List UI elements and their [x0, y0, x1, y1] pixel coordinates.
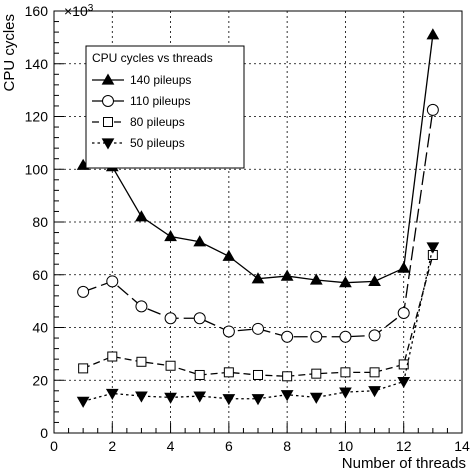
- data-point: [78, 363, 89, 374]
- legend: CPU cycles vs threads 140 pileups 110 pil…: [85, 45, 245, 169]
- x-tick-label: 6: [225, 438, 233, 454]
- data-point: [193, 391, 207, 403]
- legend-label: 140 pileups: [130, 73, 191, 87]
- y-multiplier-label: ×103: [64, 3, 94, 19]
- data-point: [193, 235, 207, 247]
- data-point: [252, 322, 264, 335]
- data-point: [426, 28, 440, 40]
- data-point: [340, 367, 351, 378]
- data-point: [397, 261, 411, 273]
- data-point: [194, 369, 205, 380]
- data-point: [368, 329, 381, 342]
- y-tick-label: 40: [32, 320, 48, 336]
- y-tick-label: 20: [32, 372, 48, 388]
- data-point: [398, 359, 409, 370]
- legend-label: 50 pileups: [130, 136, 185, 150]
- legend-marker: [103, 117, 113, 127]
- y-tick-label: 0: [40, 425, 48, 441]
- data-point: [193, 312, 206, 325]
- y-multiplier-exponent: 3: [88, 3, 94, 14]
- legend-label: 80 pileups: [130, 115, 185, 129]
- x-tick-label: 12: [396, 438, 412, 454]
- data-point: [105, 388, 119, 400]
- data-point: [368, 386, 381, 398]
- data-point: [368, 274, 381, 286]
- data-point: [426, 242, 440, 254]
- data-point: [251, 394, 265, 406]
- data-point: [135, 300, 148, 313]
- data-point: [106, 275, 119, 288]
- data-point: [280, 390, 294, 402]
- x-tick-label: 2: [108, 438, 116, 454]
- data-point: [282, 371, 293, 382]
- legend-title: CPU cycles vs threads: [92, 51, 213, 65]
- data-point: [135, 210, 148, 222]
- data-point: [339, 276, 352, 288]
- data-point: [136, 356, 147, 367]
- data-point: [281, 330, 294, 343]
- data-point: [339, 387, 352, 399]
- legend-entry: 50 pileups: [92, 136, 185, 150]
- y-tick-label: 80: [32, 214, 48, 230]
- legend-entry: 110 pileups: [92, 94, 191, 108]
- legend-entry: 80 pileups: [92, 115, 185, 129]
- data-point: [397, 306, 410, 319]
- series-80-pileups: [78, 249, 438, 382]
- series-50-pileups: [76, 242, 440, 408]
- legend-entry: 140 pileups: [92, 73, 191, 87]
- x-tick-label: 14: [454, 438, 470, 454]
- data-point: [310, 330, 323, 343]
- data-point: [77, 285, 90, 298]
- data-point: [309, 273, 323, 285]
- y-tick-label: 160: [25, 3, 49, 19]
- data-point: [222, 249, 236, 261]
- y-tick-label: 100: [25, 161, 49, 177]
- y-tick-label: 120: [25, 109, 49, 125]
- series-group: [76, 28, 440, 408]
- legend-marker: [101, 73, 115, 85]
- x-tick-label: 0: [50, 438, 58, 454]
- legend-marker: [101, 138, 115, 150]
- data-point: [223, 367, 234, 378]
- series-110-pileups: [77, 103, 439, 343]
- data-point: [339, 330, 352, 343]
- x-tick-label: 4: [167, 438, 175, 454]
- legend-label: 110 pileups: [130, 94, 191, 108]
- data-point: [164, 312, 177, 325]
- y-axis-title: CPU cycles: [1, 14, 18, 92]
- legend-box: [85, 45, 245, 169]
- y-tick-label: 60: [32, 267, 48, 283]
- data-point: [164, 229, 177, 242]
- legend-marker: [102, 95, 114, 107]
- x-tick-label: 10: [338, 438, 354, 454]
- x-tick-label: 8: [283, 438, 291, 454]
- data-point: [309, 392, 323, 404]
- data-point: [222, 325, 235, 338]
- data-point: [253, 369, 263, 380]
- data-point: [280, 269, 294, 281]
- data-point: [311, 368, 322, 379]
- data-point: [164, 392, 177, 404]
- data-point: [135, 391, 148, 403]
- legend-entries: 140 pileups 110 pileups 80 pileups 50 pileu…: [92, 73, 191, 150]
- data-point: [251, 272, 265, 284]
- data-point: [426, 103, 439, 116]
- data-point: [369, 367, 380, 378]
- y-tick-label: 140: [25, 56, 49, 72]
- data-point: [397, 376, 411, 389]
- data-point: [222, 394, 236, 406]
- data-point: [165, 360, 176, 371]
- data-point: [76, 396, 90, 408]
- x-axis-title: Number of threads: [342, 455, 466, 472]
- data-point: [107, 351, 118, 362]
